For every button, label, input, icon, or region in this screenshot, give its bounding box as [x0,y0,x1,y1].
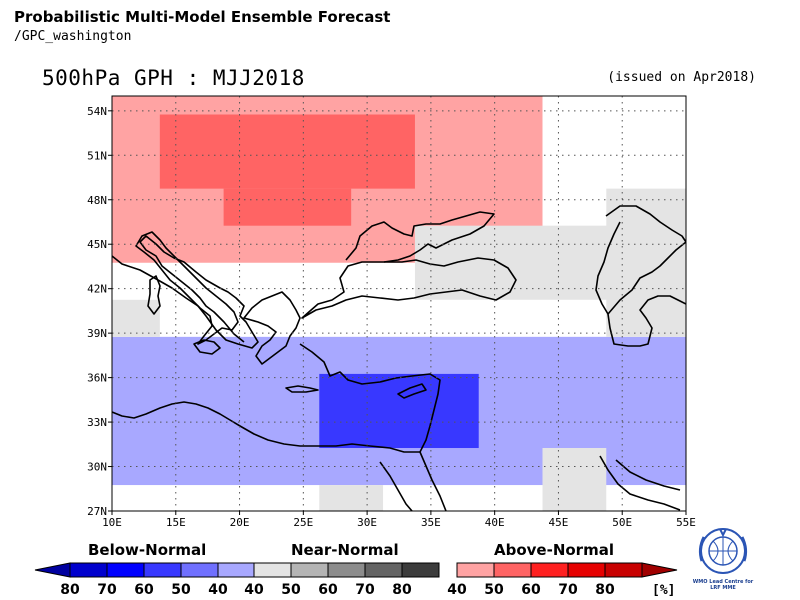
legend-swatch [253,562,292,578]
x-tick-label: 10E [102,516,122,529]
legend-swatch [180,562,219,578]
x-tick-label: 25E [293,516,313,529]
shaded-region-near-normal [542,448,607,511]
legend-tick-label: 70 [355,582,375,598]
y-tick-label: 48N [87,194,107,207]
y-tick-label: 36N [87,372,107,385]
coastline-black-sea-north [345,211,495,263]
coastline-italy [135,231,239,345]
legend-above-normal-title: Above-Normal [494,541,614,559]
coastline-caspian-west [595,221,621,315]
legend-below-normal-title: Below-Normal [88,541,207,559]
shaded-region-near-normal [319,485,384,511]
legend-above-normal: 40 50 60 70 80 [447,562,678,598]
legend-tick-label: 40 [208,582,228,598]
variable-title: 500hPa GPH : MJJ2018 [42,66,305,90]
x-tick-label: 30E [357,516,377,529]
y-tick-label: 33N [87,416,107,429]
shaded-region-near-normal [606,188,686,337]
legend-swatch [604,562,643,578]
latitude-axis: 54N 51N 48N 45N 42N 39N 36N 33N 30N 27N [87,105,112,518]
x-tick-label: 20E [230,516,250,529]
map-frame [111,95,687,512]
figure-subtitle: /GPC_washington [14,29,132,44]
legend-tick-label: 40 [244,582,264,598]
legend-tick-label: 40 [447,582,467,598]
legend-tick-label: 60 [521,582,541,598]
legend-tick-label: 60 [318,582,338,598]
issued-date: (issued on Apr2018) [607,70,756,85]
x-tick-label: 15E [166,516,186,529]
y-tick-label: 39N [87,327,107,340]
x-tick-label: 55E [676,516,696,529]
legend-near-normal-title: Near-Normal [291,541,399,559]
x-tick-label: 40E [485,516,505,529]
x-tick-label: 50E [612,516,632,529]
coastline-cyprus [397,383,427,399]
legend-below-normal: 80 70 60 50 40 [34,562,256,598]
wmo-logo: WMO Lead Centre for LRF MME [690,527,756,597]
legend-tick-label: 50 [484,582,504,598]
coastlines [112,205,686,511]
legend-swatch [530,562,569,578]
x-tick-label: 35E [421,516,441,529]
legend-swatch [567,562,606,578]
legend-triangle-left [34,562,71,578]
legend-swatch [143,562,182,578]
y-tick-label: 45N [87,238,107,251]
coastline-levant [112,343,441,453]
legend-tick-label: 50 [281,582,301,598]
coastline-europe [112,235,259,349]
y-tick-label: 27N [87,505,107,518]
probability-shading [112,96,686,511]
legend-swatch [327,562,366,578]
shaded-region-near-normal [112,299,160,337]
legend-swatch [493,562,532,578]
coastline-turkey [301,257,517,319]
legend-near-normal: 40 50 60 70 80 [244,562,440,598]
y-tick-label: 30N [87,461,107,474]
shaded-region-above-normal [223,188,352,226]
y-tick-label: 42N [87,283,107,296]
legend-swatch [106,562,145,578]
legend-swatch [364,562,403,578]
legend-swatch [217,562,256,578]
longitude-axis: 10E 15E 20E 25E 30E 35E 40E 45E 50E 55E [102,511,696,529]
coastline-red-sea [379,451,447,511]
legend-tick-label: 70 [97,582,117,598]
coastline-crete [285,385,319,393]
legend-swatch [69,562,108,578]
shaded-region-below-normal [319,373,479,449]
legend-tick-label: 80 [595,582,615,598]
legend-tick-label: 80 [392,582,412,598]
coastline-balkans [243,291,301,365]
x-tick-label: 45E [549,516,569,529]
coastline-sardinia [147,275,161,315]
y-tick-label: 51N [87,149,107,162]
legend-triangle-right [641,562,678,578]
legend-tick-label: 50 [171,582,191,598]
legend-swatch [290,562,329,578]
coastline-sicily [193,339,221,355]
logo-caption: WMO Lead Centre for LRF MME [692,579,754,591]
legend-tick-label: 80 [60,582,80,598]
figure-title: Probabilistic Multi-Model Ensemble Forec… [14,8,391,26]
shaded-region-above-normal [159,114,415,189]
legend-swatch [401,562,440,578]
coastline-caspian [605,205,686,347]
forecast-map: 54N 51N 48N 45N 42N 39N 36N 33N 30N 27N 10E 15E 20E… [87,95,696,529]
wmo-emblem-icon [698,528,748,574]
y-tick-label: 54N [87,105,107,118]
legend-tick-label: 60 [134,582,154,598]
coastline-persian-gulf [599,455,681,511]
legend-unit: [%] [652,583,675,598]
legend-tick-label: 70 [558,582,578,598]
legend-swatch [456,562,495,578]
